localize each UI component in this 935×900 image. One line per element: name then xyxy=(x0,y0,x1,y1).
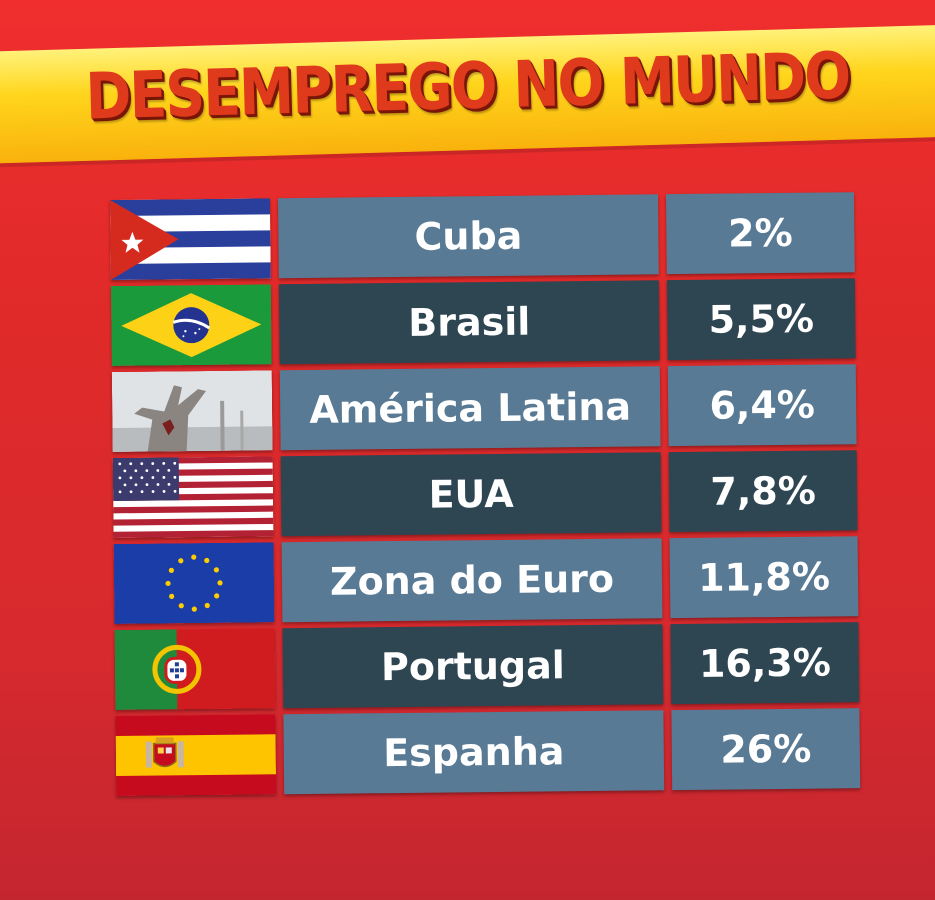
table-row: Cuba 2% xyxy=(110,192,871,280)
country-name: Brasil xyxy=(278,280,660,365)
country-name: América Latina xyxy=(279,366,661,451)
country-name: Cuba xyxy=(277,194,659,279)
table-row: Brasil 5,5% xyxy=(110,278,872,366)
table-row: Zona do Euro 11,8% xyxy=(113,536,875,624)
portugal-flag-icon xyxy=(114,628,276,710)
table-row: América Latina 6,4% xyxy=(111,364,873,452)
cuba-flag-icon xyxy=(110,198,271,280)
unemployment-value: 5,5% xyxy=(666,278,856,361)
country-name: EUA xyxy=(280,452,662,537)
country-name: Portugal xyxy=(282,624,664,709)
usa-flag-icon xyxy=(112,456,274,538)
latin-america-monument-icon xyxy=(111,370,273,452)
country-name: Espanha xyxy=(283,710,665,795)
table-row: EUA 7,8% xyxy=(112,450,874,538)
unemployment-value: 2% xyxy=(665,192,855,275)
unemployment-value: 7,8% xyxy=(668,450,858,533)
country-name: Zona do Euro xyxy=(281,538,663,623)
table-row: Portugal 16,3% xyxy=(114,622,876,710)
unemployment-value: 11,8% xyxy=(669,536,859,619)
spain-flag-icon xyxy=(115,714,277,796)
unemployment-value: 6,4% xyxy=(667,364,857,447)
unemployment-table: Cuba 2% Brasil 5,5% xyxy=(110,192,876,820)
unemployment-value: 26% xyxy=(671,708,861,791)
unemployment-value: 16,3% xyxy=(670,622,860,705)
table-row: Espanha 26% xyxy=(115,708,876,796)
eu-flag-icon xyxy=(113,542,275,624)
brazil-flag-icon xyxy=(110,284,272,366)
